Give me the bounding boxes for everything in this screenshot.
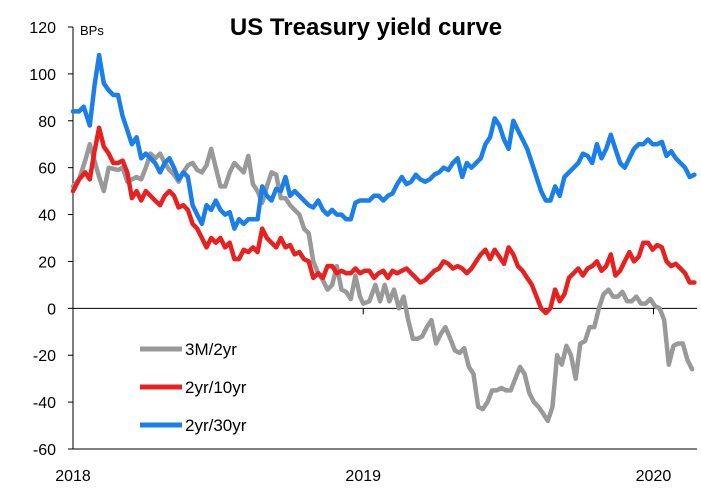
series-line-2yr-10yr xyxy=(70,125,697,316)
y-axis-unit-label: BPs xyxy=(80,23,104,38)
legend-label: 2yr/10yr xyxy=(185,378,247,397)
chart-title: US Treasury yield curve xyxy=(230,14,502,41)
x-tick-label: 2020 xyxy=(636,468,672,485)
legend: 3M/2yr 2yr/10yr 2yr/30yr xyxy=(140,340,247,435)
legend-label: 2yr/30yr xyxy=(185,416,247,435)
y-tick-label: 20 xyxy=(38,254,56,271)
y-tick-label: 80 xyxy=(38,114,56,131)
y-tick-label: 60 xyxy=(38,161,56,178)
y-tick-label: 100 xyxy=(29,67,56,84)
y-tick-label: -60 xyxy=(33,442,56,459)
series-line-2yr-30yr xyxy=(70,52,697,231)
y-tick-label: 120 xyxy=(29,20,56,37)
y-tick-label: 0 xyxy=(47,301,56,318)
legend-label: 3M/2yr xyxy=(185,340,237,359)
axes: 120 100 80 60 40 20 0 -20 -40 -60 2018 2019 2020 xyxy=(29,20,697,485)
series-lines xyxy=(70,52,697,424)
y-tick-label: -40 xyxy=(33,395,56,412)
y-tick-label: 40 xyxy=(38,208,56,225)
x-tick-label: 2019 xyxy=(345,468,381,485)
x-tick-label: 2018 xyxy=(55,468,91,485)
y-tick-label: -20 xyxy=(33,348,56,365)
